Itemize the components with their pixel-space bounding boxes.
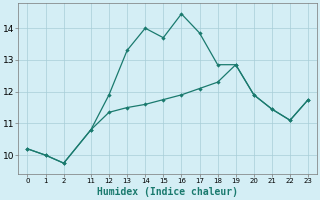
X-axis label: Humidex (Indice chaleur): Humidex (Indice chaleur)	[97, 187, 238, 197]
